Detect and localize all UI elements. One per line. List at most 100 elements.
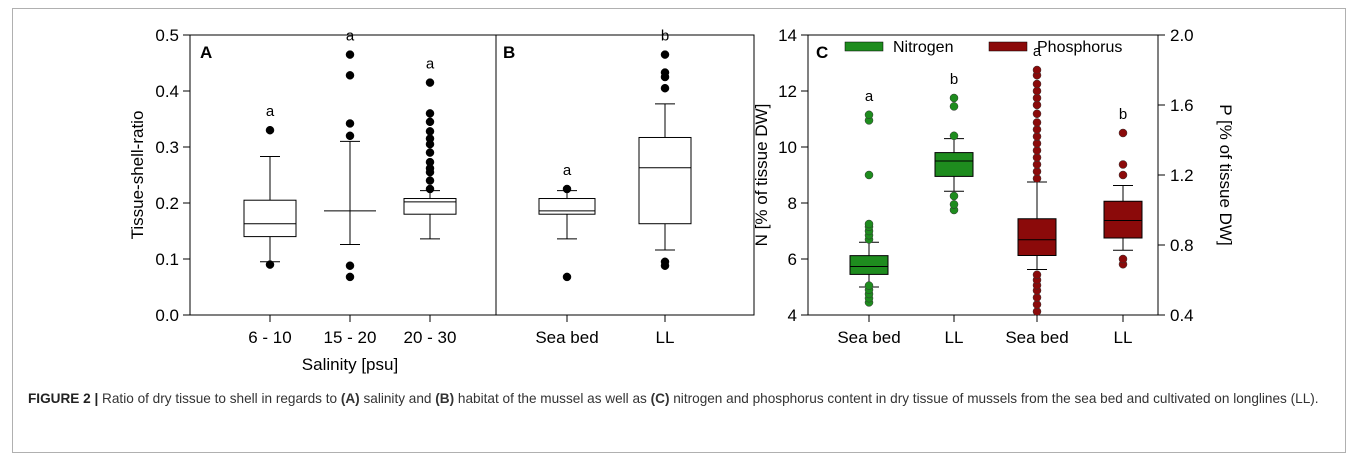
y-tick-label-c-left: 12 bbox=[778, 82, 797, 101]
x-tick-label-c: LL bbox=[1114, 328, 1133, 347]
panel-a-box-2-outlier-point bbox=[345, 50, 355, 59]
panel-a-box-1-box bbox=[243, 199, 297, 238]
y-tick-label-c-right: 0.8 bbox=[1170, 236, 1194, 255]
panel-c-phosphorus-box-1-outlier-point bbox=[1032, 65, 1042, 75]
caption-ref-a: (A) bbox=[340, 391, 360, 406]
x-tick-label-b: LL bbox=[656, 328, 675, 347]
figure-caption: FIGURE 2 | Ratio of dry tissue to shell … bbox=[28, 389, 1328, 409]
panel-a-box-1-outlier-point bbox=[265, 260, 275, 269]
y-axis-label-a: Tissue-shell-ratio bbox=[128, 111, 147, 240]
panel-a-box-2-outlier-point bbox=[345, 71, 355, 80]
panel-a-box-2-significance-letter: a bbox=[346, 28, 355, 45]
x-tick-label-a: 6 - 10 bbox=[248, 328, 291, 347]
figure-canvas: 0.0 0.1 0.2 0.3 0.4 0.5 Tissue-shell-ratio A B Ca… bbox=[128, 26, 1235, 374]
panel-c-nitrogen-box-2-outlier-point bbox=[949, 131, 959, 141]
panel-b-box-1-outlier-point bbox=[562, 184, 572, 194]
x-tick-label-a: 15 - 20 bbox=[324, 328, 377, 347]
y-tick-label-a: 0.1 bbox=[155, 250, 179, 269]
y-tick-label-a: 0.2 bbox=[155, 194, 179, 213]
x-tick-label-a: 20 - 30 bbox=[404, 328, 457, 347]
panel-a-box-2-outlier-point bbox=[345, 272, 355, 282]
y-axis-label-c-left: N [% of tissue DW] bbox=[752, 104, 771, 247]
panel-c-nitrogen-box-1-outlier-point bbox=[864, 219, 874, 229]
caption-label: FIGURE 2 | bbox=[28, 391, 99, 406]
panel-c-nitrogen-box-1-outlier-point bbox=[864, 110, 874, 120]
legend-swatch-phosphorus bbox=[988, 41, 1028, 52]
panel-c-phosphorus-box-1-box bbox=[1017, 218, 1057, 256]
panel-c-nitrogen-box-2-outlier-point bbox=[949, 191, 959, 201]
legend-swatch-nitrogen bbox=[844, 41, 884, 52]
panel-c-nitrogen-box-1-outlier-point bbox=[864, 170, 874, 180]
panel-c-nitrogen-box-1-significance-letter: a bbox=[865, 88, 874, 105]
x-tick-label-c: LL bbox=[945, 328, 964, 347]
panel-c-phosphorus-box-2-significance-letter: b bbox=[1119, 106, 1127, 123]
panel-a-box-3-outlier-point bbox=[425, 148, 435, 157]
y-tick-label-a: 0.3 bbox=[155, 138, 179, 157]
panel-b-box-2-box bbox=[638, 136, 692, 225]
panel-a-box-3-outlier-point bbox=[425, 127, 435, 136]
panel-c-nitrogen-box-2-outlier-point bbox=[949, 200, 959, 209]
x-tick-label-c: Sea bed bbox=[1005, 328, 1068, 347]
panel-b-box-2-significance-letter: b bbox=[661, 28, 669, 45]
panel-a-box-3-outlier-point bbox=[425, 176, 435, 185]
panel-a-box-3-outlier-point bbox=[425, 157, 435, 167]
y-tick-label-a: 0.4 bbox=[155, 82, 179, 101]
panel-a-box-3-outlier-point bbox=[425, 184, 435, 194]
panel-c-nitrogen-box-1-outlier-point bbox=[864, 281, 874, 290]
panel-a-box-3-outlier-point bbox=[425, 117, 435, 127]
panel-c-phosphorus-box-1-outlier-point bbox=[1032, 118, 1042, 127]
panel-a-box-3-outlier-point bbox=[425, 78, 435, 87]
panel-a-box-2-outlier-point bbox=[345, 131, 355, 141]
panel-b-box-2-outlier-point bbox=[660, 83, 670, 93]
panel-c-phosphorus-box-1-outlier-point bbox=[1032, 270, 1042, 279]
panel-c-phosphorus-box-2-outlier-point bbox=[1118, 254, 1128, 264]
panel-a-box-2-outlier-point bbox=[345, 261, 355, 270]
panel-c-nitrogen-box-2-significance-letter: b bbox=[950, 71, 958, 88]
y-tick-label-c-right: 2.0 bbox=[1170, 26, 1194, 45]
caption-text-3: habitat of the mussel as well as bbox=[454, 391, 651, 406]
y-tick-label-a: 0.0 bbox=[155, 306, 179, 325]
panel-b-box-1-significance-letter: a bbox=[563, 162, 572, 179]
panel-c-phosphorus-box-1-significance-letter: a bbox=[1033, 43, 1042, 60]
panel-c-phosphorus-box-2-outlier-point bbox=[1118, 170, 1128, 180]
panel-b-frame bbox=[495, 34, 755, 316]
panel-a-box-1-significance-letter: a bbox=[266, 103, 275, 120]
panel-c-nitrogen-box-2-box bbox=[934, 152, 974, 177]
x-tick-label-c: Sea bed bbox=[837, 328, 900, 347]
panel-a-box-3-significance-letter: a bbox=[426, 56, 435, 73]
panel-c-nitrogen-box-2-outlier-point bbox=[949, 102, 959, 111]
y-tick-label-c-left: 8 bbox=[788, 194, 797, 213]
x-axis-label-a: Salinity [psu] bbox=[302, 355, 398, 374]
panel-b-box-1-box bbox=[538, 198, 596, 215]
y-tick-label-c-left: 14 bbox=[778, 26, 797, 45]
panel-label-c: C bbox=[816, 43, 828, 62]
y-tick-label-c-right: 1.6 bbox=[1170, 96, 1194, 115]
panel-c-nitrogen-box-1-box bbox=[849, 255, 889, 275]
x-tick-label-b: Sea bed bbox=[535, 328, 598, 347]
caption-text-4: nitrogen and phosphorus content in dry t… bbox=[669, 391, 1319, 406]
panel-a-frame bbox=[189, 34, 497, 316]
caption-ref-c: (C) bbox=[650, 391, 670, 406]
panel-b-box-2-outlier-point bbox=[660, 68, 670, 77]
panel-label-a: A bbox=[200, 43, 212, 62]
y-tick-label-a: 0.5 bbox=[155, 26, 179, 45]
panel-c-phosphorus-box-1-outlier-point bbox=[1032, 79, 1042, 89]
panel-b-box-2-outlier-point bbox=[660, 257, 670, 267]
panel-c-phosphorus-box-2-outlier-point bbox=[1118, 128, 1128, 138]
y-tick-label-c-left: 10 bbox=[778, 138, 797, 157]
panel-c-phosphorus-box-2-box bbox=[1103, 200, 1143, 239]
panel-b-box-1-outlier-point bbox=[562, 272, 572, 282]
panel-a-box-2-outlier-point bbox=[345, 119, 355, 128]
caption-text-1: Ratio of dry tissue to shell in regards … bbox=[98, 391, 341, 406]
panel-a-box-3-outlier-point bbox=[425, 109, 435, 118]
panel-a-box-3-outlier-point bbox=[425, 134, 435, 143]
y-tick-label-c-right: 1.2 bbox=[1170, 166, 1194, 185]
panel-b-box-2-outlier-point bbox=[660, 50, 670, 59]
y-axis-label-c-right: P [% of tissue DW] bbox=[1216, 104, 1235, 245]
y-tick-label-c-left: 6 bbox=[788, 250, 797, 269]
panel-a-box-1-outlier-point bbox=[265, 125, 275, 135]
panel-c-nitrogen-box-2-outlier-point bbox=[949, 93, 959, 103]
panel-a-box-3-box bbox=[403, 198, 457, 215]
y-tick-label-c-right: 0.4 bbox=[1170, 306, 1194, 325]
legend-label-nitrogen: Nitrogen bbox=[893, 39, 953, 56]
